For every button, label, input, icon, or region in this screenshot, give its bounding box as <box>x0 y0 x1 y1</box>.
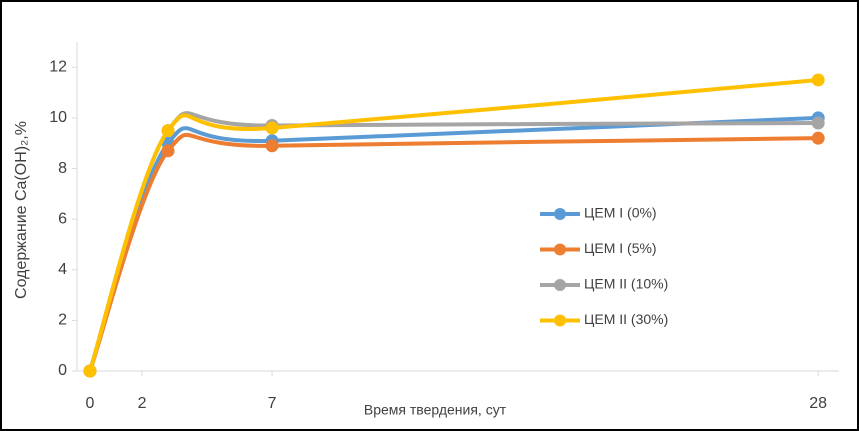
x-tick-label: 28 <box>809 395 827 412</box>
legend-marker <box>554 243 566 256</box>
point <box>265 139 279 153</box>
point <box>265 121 279 135</box>
y-tick-label: 8 <box>58 160 67 177</box>
x-axis-title: Время твердения, сут <box>364 402 507 418</box>
legend-marker <box>554 314 566 327</box>
y-tick-label: 0 <box>58 362 67 379</box>
y-tick-label: 2 <box>58 312 67 329</box>
point <box>161 124 175 138</box>
point <box>161 144 175 158</box>
legend-marker <box>554 208 566 220</box>
y-tick-label: 4 <box>58 261 67 278</box>
legend-label: ЦЕМ II (30%) <box>584 311 668 327</box>
legend-label: ЦЕМ II (10%) <box>584 276 668 292</box>
legend-label: ЦЕМ I (0%) <box>584 205 657 221</box>
legend-label: ЦЕМ I (5%) <box>584 240 657 256</box>
point <box>811 131 825 145</box>
y-axis-title: Содержание Ca(OH)₂,% <box>13 121 30 299</box>
point <box>811 73 825 87</box>
series-line <box>88 132 819 372</box>
point <box>83 364 97 378</box>
legend-marker <box>554 279 566 291</box>
y-tick-label: 6 <box>58 210 67 227</box>
x-tick-label: 7 <box>268 395 277 412</box>
x-tick-label: 0 <box>86 395 95 412</box>
x-tick-label: 2 <box>138 395 147 412</box>
series-line <box>88 77 819 372</box>
y-tick-label: 12 <box>49 59 67 76</box>
y-tick-label: 10 <box>49 109 67 126</box>
point <box>811 116 825 130</box>
